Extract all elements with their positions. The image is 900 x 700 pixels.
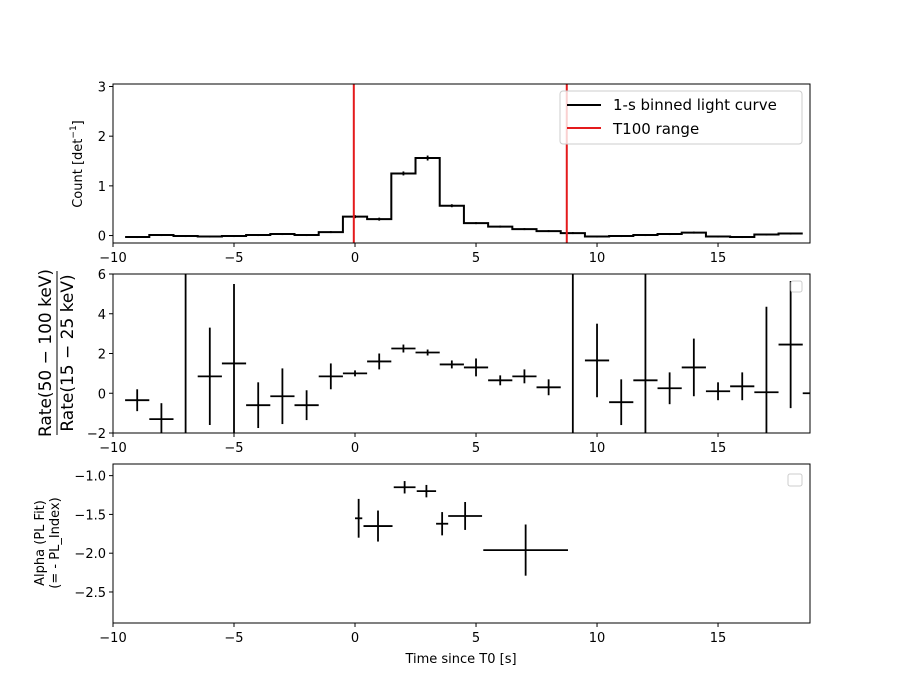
alpha-panel: −10 −5 0 5 10 15 −2.5 −2.0 −1.5 −1.0 Alpha (PL Fi… — [33, 463, 811, 667]
light-curve-x-tick-label: −10 — [99, 251, 126, 266]
time-axis-label: Time since T0 [s] — [404, 652, 516, 667]
alpha-axes-frame — [112, 463, 811, 624]
alpha-label-line1: Alpha (PL Fit) — [33, 500, 48, 586]
hardness-ratio-x-tick-label: −10 — [99, 441, 126, 456]
alpha-plot-area — [355, 481, 568, 576]
light-curve-x-tick-label: 10 — [589, 251, 606, 266]
hardness-ratio-ticks: −10 −5 0 5 10 15 −2 0 2 4 6 — [87, 268, 726, 456]
ratio-numerator-label: Rate(50 − 100 keV) — [36, 269, 56, 437]
count-axis-label: Count [det−1] — [69, 120, 86, 208]
empty-legend-box — [790, 280, 803, 293]
light-curve-legend: 1-s binned light curve T100 range — [559, 90, 803, 145]
light-curve-y-tick-label: 2 — [98, 130, 106, 145]
hardness-ratio-plot-area — [125, 274, 810, 433]
legend-box — [559, 90, 803, 145]
hardness-ratio-panel: −10 −5 0 5 10 15 −2 0 2 4 6 Rate(50 − 100 keV) Rat… — [36, 268, 811, 456]
light-curve-ticks: −10 −5 0 5 10 15 0 1 2 3 — [98, 80, 727, 266]
hardness-ratio-axis-label: Rate(50 − 100 keV) Rate(15 − 25 keV) — [36, 269, 78, 437]
hardness-ratio-y-tick-label: 6 — [98, 268, 106, 283]
alpha-x-tick-label: 5 — [472, 631, 480, 646]
alpha-x-tick-label: 10 — [589, 631, 606, 646]
alpha-x-tick-label: −5 — [224, 631, 243, 646]
alpha-x-tick-label: −10 — [99, 631, 126, 646]
alpha-y-tick-label: −2.5 — [74, 586, 106, 601]
light-curve-y-tick-label: 3 — [98, 80, 106, 95]
light-curve-x-tick-label: −5 — [224, 251, 243, 266]
legend-t100-label: T100 range — [612, 120, 699, 138]
light-curve-x-tick-label: 15 — [710, 251, 727, 266]
alpha-x-tick-label: 15 — [710, 631, 727, 646]
hardness-ratio-x-tick-label: 10 — [589, 441, 606, 456]
hardness-ratio-x-tick-label: −5 — [224, 441, 243, 456]
hardness-ratio-y-tick-label: −2 — [87, 427, 106, 442]
light-curve-y-tick-label: 0 — [98, 230, 106, 245]
alpha-y-tick-label: −2.0 — [74, 547, 106, 562]
hardness-ratio-y-tick-label: 2 — [98, 348, 106, 363]
legend-light-curve-label: 1-s binned light curve — [613, 96, 777, 114]
alpha-y-tick-label: −1.5 — [74, 508, 106, 523]
alpha-ticks: −10 −5 0 5 10 15 −2.5 −2.0 −1.5 −1.0 — [74, 470, 726, 646]
light-curve-axes-frame — [112, 83, 811, 244]
alpha-y-tick-label: −1.0 — [74, 470, 106, 485]
empty-legend-box — [787, 473, 803, 487]
hardness-ratio-y-tick-label: 4 — [98, 308, 106, 323]
hardness-ratio-axes-frame — [112, 273, 811, 434]
light-curve-x-tick-label: 5 — [472, 251, 480, 266]
light-curve-panel: −10 −5 0 5 10 15 0 1 2 3 Count [det−1] 1-s binned… — [69, 80, 811, 266]
light-curve-y-tick-label: 1 — [98, 180, 106, 195]
hardness-ratio-x-tick-label: 5 — [472, 441, 480, 456]
light-curve-x-tick-label: 0 — [351, 251, 359, 266]
alpha-x-tick-label: 0 — [351, 631, 359, 646]
hardness-ratio-x-tick-label: 0 — [351, 441, 359, 456]
alpha-label-line2: (= - PL_Index) — [48, 497, 63, 588]
ratio-denominator-label: Rate(15 − 25 keV) — [58, 274, 78, 431]
alpha-axis-label: Alpha (PL Fit) (= - PL_Index) — [33, 497, 63, 588]
hardness-ratio-y-tick-label: 0 — [98, 387, 106, 402]
hardness-ratio-x-tick-label: 15 — [710, 441, 727, 456]
light-curve-step-line — [125, 157, 803, 239]
